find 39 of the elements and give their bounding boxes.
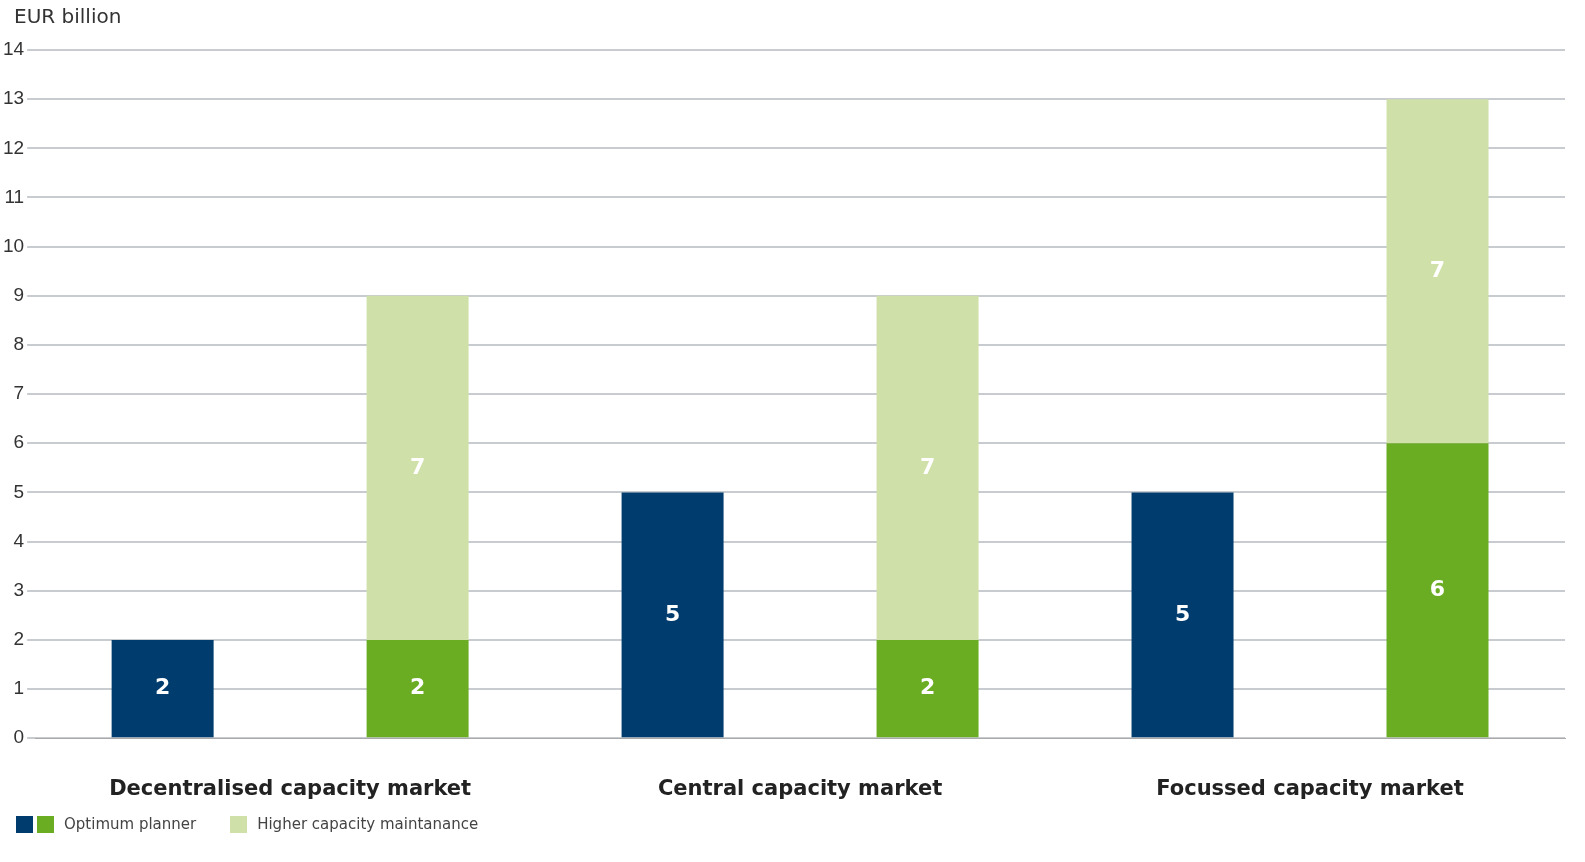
data-label: 2 xyxy=(919,674,936,700)
y-tick-label: 10 xyxy=(2,234,25,256)
bar xyxy=(876,295,979,640)
y-tick-label: 5 xyxy=(13,480,25,502)
data-label: 6 xyxy=(1429,575,1446,601)
y-tick-label: 12 xyxy=(2,136,25,158)
text: Focussed capacity market xyxy=(1156,775,1464,800)
bar xyxy=(366,639,469,738)
bar xyxy=(1131,492,1234,738)
y-tick-label: 8 xyxy=(13,333,25,355)
y-tick-label: 9 xyxy=(13,284,25,306)
data-label: 7 xyxy=(919,453,936,479)
y-tick-label: 1 xyxy=(13,677,25,699)
bar xyxy=(876,639,979,738)
data-label: 5 xyxy=(664,600,681,626)
data-label: 7 xyxy=(1429,256,1446,282)
legend-label: Optimum planner xyxy=(64,815,197,833)
data-label: 5 xyxy=(1174,600,1191,626)
y-tick-label: 0 xyxy=(13,726,25,748)
y-tick-label: 13 xyxy=(2,87,25,109)
y-tick-label: 2 xyxy=(13,628,25,650)
text: Central capacity market xyxy=(657,775,943,800)
y-tick-label: 11 xyxy=(4,185,25,207)
bar xyxy=(111,639,214,738)
bar xyxy=(366,295,469,640)
legend-label: Higher capacity maintanance xyxy=(257,815,479,833)
data-label: 2 xyxy=(409,674,426,700)
y-tick-label: 6 xyxy=(13,431,25,453)
y-axis-title: EUR billion xyxy=(14,4,122,29)
bar xyxy=(621,492,724,738)
y-tick-label: 14 xyxy=(2,38,25,60)
bar xyxy=(1386,443,1489,738)
y-tick-label: 3 xyxy=(13,578,25,600)
data-label: 2 xyxy=(154,674,171,700)
bar xyxy=(1386,99,1489,444)
y-tick-label: 4 xyxy=(13,529,25,551)
y-tick-label: 7 xyxy=(13,382,25,404)
data-label: 7 xyxy=(409,453,426,479)
text: Decentralised capacity market xyxy=(109,775,472,800)
